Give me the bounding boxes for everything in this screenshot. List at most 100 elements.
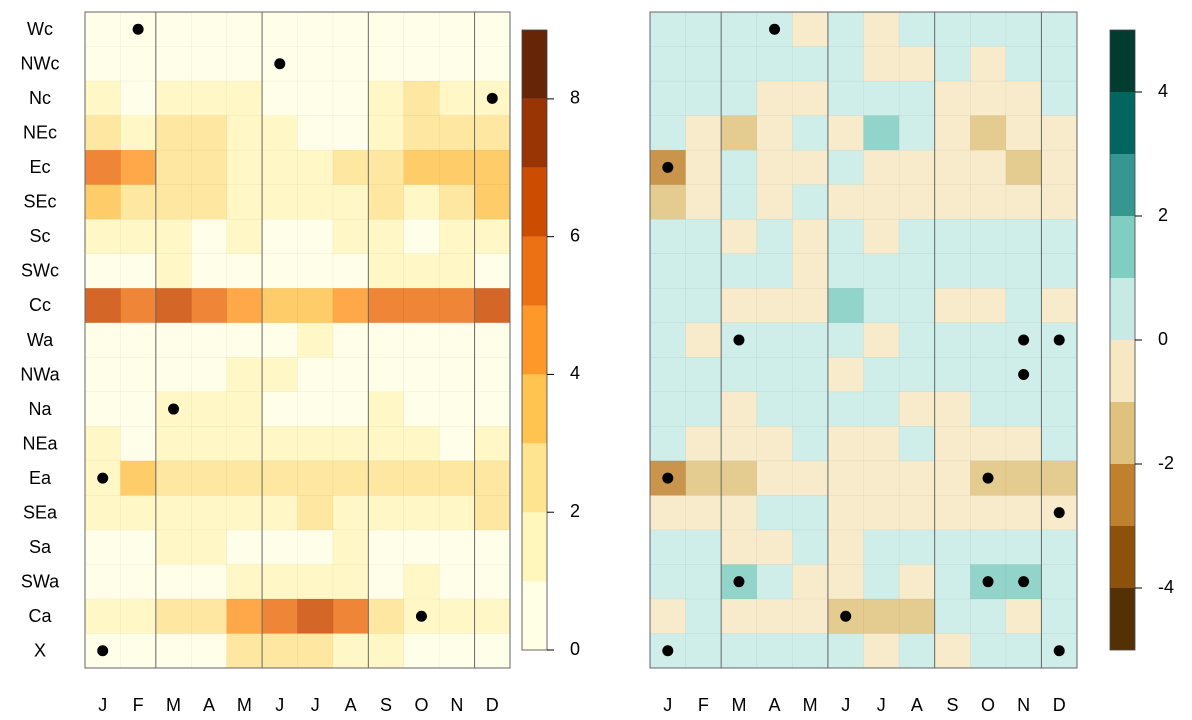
cell	[934, 287, 971, 324]
cell	[720, 46, 758, 82]
cell	[226, 391, 263, 427]
cell	[970, 322, 1007, 358]
cell	[898, 184, 936, 220]
cell	[685, 357, 722, 393]
cell	[792, 391, 829, 427]
cell	[368, 426, 405, 462]
cell	[1005, 633, 1042, 669]
cell	[297, 149, 334, 186]
cell	[898, 218, 936, 255]
cell	[720, 529, 758, 565]
cell	[756, 149, 793, 186]
cell	[297, 426, 334, 462]
cell	[649, 391, 687, 427]
cell	[685, 598, 722, 635]
cell	[438, 357, 476, 393]
cell	[898, 357, 936, 393]
cell	[1041, 357, 1078, 393]
cell	[685, 633, 722, 669]
cell	[863, 495, 900, 531]
y-tick-label: Cc	[29, 295, 51, 315]
y-tick-label: Ea	[29, 468, 52, 488]
cell	[474, 598, 511, 635]
cell	[649, 11, 687, 48]
cell	[155, 529, 192, 565]
cell	[827, 287, 865, 324]
cell	[297, 391, 334, 427]
cell	[191, 322, 228, 358]
y-tick-label: Wa	[27, 330, 54, 350]
cell	[792, 46, 829, 82]
cell	[1005, 287, 1042, 324]
x-tick-label: D	[486, 695, 499, 715]
colorbar-tick-label: 0	[1158, 329, 1168, 349]
cell	[332, 391, 369, 427]
cell	[155, 357, 192, 393]
cell	[155, 184, 192, 220]
cell	[827, 115, 865, 151]
cell	[792, 218, 829, 255]
cell	[649, 253, 687, 289]
x-tick-label: N	[450, 695, 463, 715]
cell	[332, 426, 369, 462]
cell	[649, 564, 687, 600]
significance-dot	[1018, 334, 1030, 346]
cell	[403, 529, 440, 565]
cell	[261, 357, 299, 393]
cell	[720, 149, 758, 186]
cell	[898, 598, 936, 635]
x-tick-label: F	[698, 695, 709, 715]
cell	[261, 598, 299, 635]
cell	[403, 633, 440, 669]
colorbar-tick-label: 0	[570, 639, 580, 659]
significance-dot	[733, 576, 745, 588]
cell	[934, 80, 971, 117]
cell	[1005, 46, 1042, 82]
cell	[970, 11, 1007, 48]
cell	[191, 80, 228, 117]
cell	[898, 391, 936, 427]
significance-dot	[662, 645, 674, 657]
cell	[332, 598, 369, 635]
cell	[226, 149, 263, 186]
cell	[827, 391, 865, 427]
cell	[261, 11, 299, 48]
cell	[792, 633, 829, 669]
cell	[297, 322, 334, 358]
cell	[226, 495, 263, 531]
cell	[756, 633, 793, 669]
cell	[898, 322, 936, 358]
cell	[474, 495, 511, 531]
cell	[226, 287, 263, 324]
cell	[970, 357, 1007, 393]
cell	[756, 184, 793, 220]
cell	[403, 322, 440, 358]
colorbar-tick-label: 8	[570, 88, 580, 108]
cell	[368, 115, 405, 151]
cell	[332, 11, 369, 48]
cell	[368, 357, 405, 393]
x-tick-label: M	[731, 695, 746, 715]
cell	[120, 633, 157, 669]
colorbar-tick-label: -4	[1158, 577, 1174, 597]
significance-dot	[1053, 507, 1065, 519]
y-tick-label: Nc	[29, 88, 51, 108]
cell	[970, 287, 1007, 324]
y-tick-label: NEa	[22, 433, 58, 453]
cell	[720, 253, 758, 289]
cell	[297, 495, 334, 531]
cell	[649, 357, 687, 393]
cell	[720, 426, 758, 462]
cell	[438, 322, 476, 358]
colorbar-band	[522, 236, 547, 306]
plot-border	[84, 11, 511, 669]
cell	[120, 253, 157, 289]
cell	[438, 149, 476, 186]
cell	[934, 564, 971, 600]
cell	[934, 115, 971, 151]
cell	[934, 218, 971, 255]
x-tick-label: S	[380, 695, 392, 715]
cell	[934, 322, 971, 358]
cell	[1041, 253, 1078, 289]
cell	[297, 357, 334, 393]
